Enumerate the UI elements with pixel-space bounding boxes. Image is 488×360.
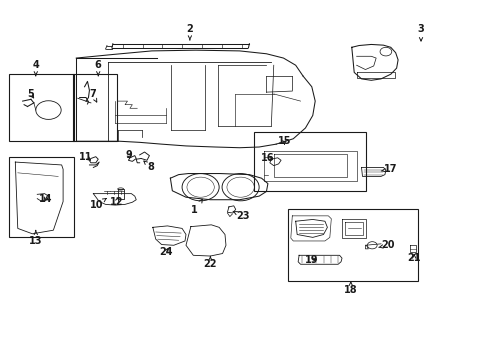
Bar — [288, 210, 417, 281]
Text: 22: 22 — [203, 256, 217, 269]
Text: 1: 1 — [191, 199, 202, 216]
Text: 12: 12 — [110, 197, 123, 207]
Text: 3: 3 — [417, 24, 424, 41]
Text: 23: 23 — [233, 211, 249, 221]
Text: 15: 15 — [277, 136, 291, 145]
Text: 10: 10 — [89, 198, 106, 210]
Text: 24: 24 — [159, 247, 172, 257]
Bar — [9, 157, 74, 237]
Text: 19: 19 — [305, 255, 318, 265]
Text: 21: 21 — [407, 253, 420, 263]
Text: 5: 5 — [27, 89, 34, 99]
Text: 6: 6 — [95, 60, 102, 76]
Text: 8: 8 — [143, 161, 154, 172]
Text: 11: 11 — [79, 152, 93, 162]
Text: 16: 16 — [261, 153, 274, 163]
Text: 17: 17 — [381, 164, 397, 174]
Text: 2: 2 — [186, 24, 193, 40]
Bar — [73, 74, 117, 140]
Text: 18: 18 — [343, 282, 357, 296]
Text: 13: 13 — [29, 230, 42, 246]
Bar — [9, 74, 74, 140]
Text: 20: 20 — [378, 240, 394, 250]
Bar — [254, 132, 366, 192]
Text: 4: 4 — [32, 60, 39, 76]
Text: 14: 14 — [39, 194, 52, 204]
Text: 7: 7 — [89, 89, 97, 102]
Text: 9: 9 — [125, 150, 132, 160]
